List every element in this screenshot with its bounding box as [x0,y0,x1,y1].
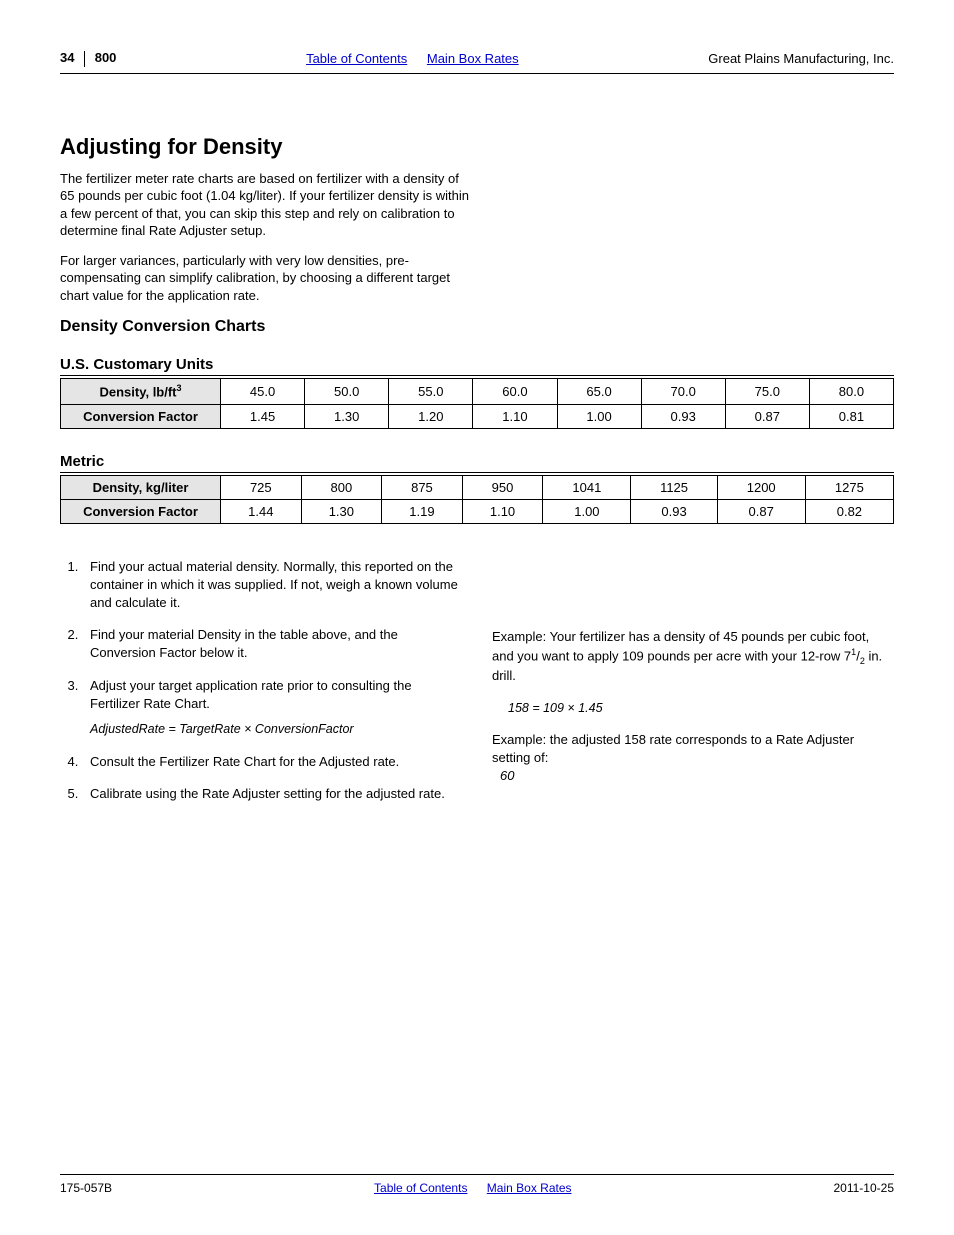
us-units-heading: U.S. Customary Units [60,356,894,376]
metric-density-cell: 875 [382,475,463,499]
metric-factor-cell: 1.10 [462,499,543,523]
us-factor-cell: 1.20 [389,404,473,428]
footer-nav: Table of Contents Main Box Rates [366,1181,579,1195]
us-density-label: Density, lb/ft3 [61,379,221,404]
footer-toc-link[interactable]: Table of Contents [374,1181,467,1195]
steps-column: Find your actual material density. Norma… [60,558,462,817]
header-left: 34 800 [60,50,116,67]
us-density-cell: 80.0 [809,379,893,404]
metric-factor-cell: 0.93 [631,499,717,523]
us-factor-cell: 0.93 [641,404,725,428]
metric-density-cell: 1041 [543,475,631,499]
doc-id: 175-057B [60,1181,112,1195]
toc-link[interactable]: Table of Contents [306,51,407,66]
step-4: Consult the Fertilizer Rate Chart for th… [82,753,462,771]
us-density-cell: 75.0 [725,379,809,404]
metric-factor-cell: 0.82 [805,499,893,523]
us-density-cell: 50.0 [305,379,389,404]
intro-paragraph-2: For larger variances, particularly with … [60,252,470,305]
us-factor-cell: 1.30 [305,404,389,428]
main-box-rates-link[interactable]: Main Box Rates [427,51,519,66]
example-paragraph-2: Example: the adjusted 158 rate correspon… [492,731,894,786]
header-nav: Table of Contents Main Box Rates [298,51,527,66]
header-rule [60,73,894,74]
us-factor-cell: 0.81 [809,404,893,428]
metric-density-cell: 1275 [805,475,893,499]
page-footer: 175-057B Table of Contents Main Box Rate… [60,1164,894,1195]
us-factor-cell: 1.00 [557,404,641,428]
metric-density-cell: 1200 [717,475,805,499]
footer-rates-link[interactable]: Main Box Rates [487,1181,572,1195]
charts-heading: Density Conversion Charts [60,318,470,336]
metric-density-label: Density, kg/liter [61,475,221,499]
page-number: 34 [60,50,74,65]
step-2: Find your material Density in the table … [82,626,462,662]
us-factor-cell: 0.87 [725,404,809,428]
us-density-cell: 70.0 [641,379,725,404]
us-factor-label: Conversion Factor [61,404,221,428]
metric-factor-cell: 1.19 [382,499,463,523]
metric-factor-label: Conversion Factor [61,499,221,523]
example-column: Example: Your fertilizer has a density o… [492,558,894,817]
example-paragraph-1: Example: Your fertilizer has a density o… [492,628,894,686]
metric-heading: Metric [60,453,894,473]
intro-paragraph-1: The fertilizer meter rate charts are bas… [60,170,470,240]
us-conversion-table: Density, lb/ft3 45.0 50.0 55.0 60.0 65.0… [60,378,894,428]
metric-factor-cell: 0.87 [717,499,805,523]
example-formula: 158 = 109 × 1.45 [508,700,894,718]
section-number: 800 [95,50,117,65]
doc-date: 2011-10-25 [834,1181,895,1195]
metric-conversion-table: Density, kg/liter 725 800 875 950 1041 1… [60,475,894,524]
step-5: Calibrate using the Rate Adjuster settin… [82,785,462,803]
company-name: Great Plains Manufacturing, Inc. [708,51,894,66]
us-density-cell: 60.0 [473,379,557,404]
us-factor-cell: 1.45 [221,404,305,428]
us-factor-cell: 1.10 [473,404,557,428]
us-density-cell: 45.0 [221,379,305,404]
metric-density-cell: 950 [462,475,543,499]
page-header: 34 800 Table of Contents Main Box Rates … [60,50,894,67]
us-density-cell: 65.0 [557,379,641,404]
us-density-cell: 55.0 [389,379,473,404]
adjusted-rate-formula: AdjustedRate = TargetRate × ConversionFa… [90,721,462,739]
metric-factor-cell: 1.30 [301,499,382,523]
page-title: Adjusting for Density [60,134,894,160]
metric-density-cell: 1125 [631,475,717,499]
step-1: Find your actual material density. Norma… [82,558,462,613]
metric-factor-cell: 1.44 [221,499,302,523]
footer-rule [60,1174,894,1175]
metric-density-cell: 725 [221,475,302,499]
step-3: Adjust your target application rate prio… [82,677,462,739]
metric-density-cell: 800 [301,475,382,499]
metric-factor-cell: 1.00 [543,499,631,523]
